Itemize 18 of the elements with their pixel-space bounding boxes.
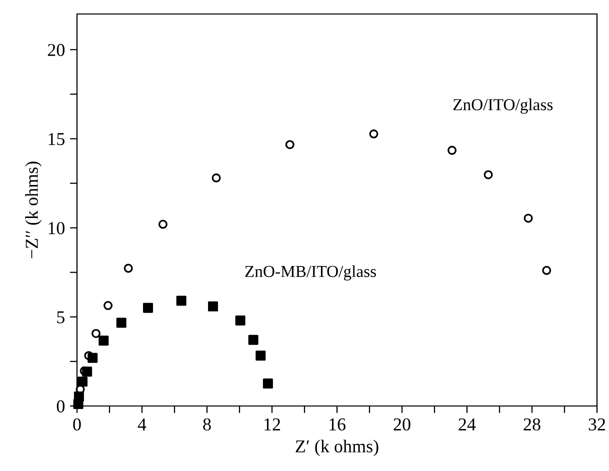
y-tick-label: 20: [48, 44, 65, 56]
y-tick-label: 15: [48, 133, 64, 146]
y-axis-title: −Z′′ (k ohms): [25, 162, 42, 258]
y-tick-label: 10: [48, 222, 65, 234]
x-tick-label: 32: [588, 418, 606, 431]
x-tick-label: 28: [524, 418, 540, 431]
x-axis-title: Z′ (k ohms): [296, 440, 378, 456]
y-tick-label: 5: [57, 311, 64, 324]
x-tick-label: 4: [138, 418, 146, 430]
series-label: ZnO/ITO/glass: [453, 98, 553, 114]
x-tick-label: 20: [394, 418, 410, 431]
x-tick-label: 8: [203, 418, 211, 431]
x-tick-label: 24: [458, 418, 476, 430]
x-tick-label: 12: [264, 418, 280, 430]
x-tick-label: 0: [73, 418, 81, 431]
text: ZnO-MB/ITO/glass: [245, 265, 376, 280]
y-tick-label: 0: [56, 400, 65, 412]
x-tick-label: 16: [330, 418, 346, 431]
